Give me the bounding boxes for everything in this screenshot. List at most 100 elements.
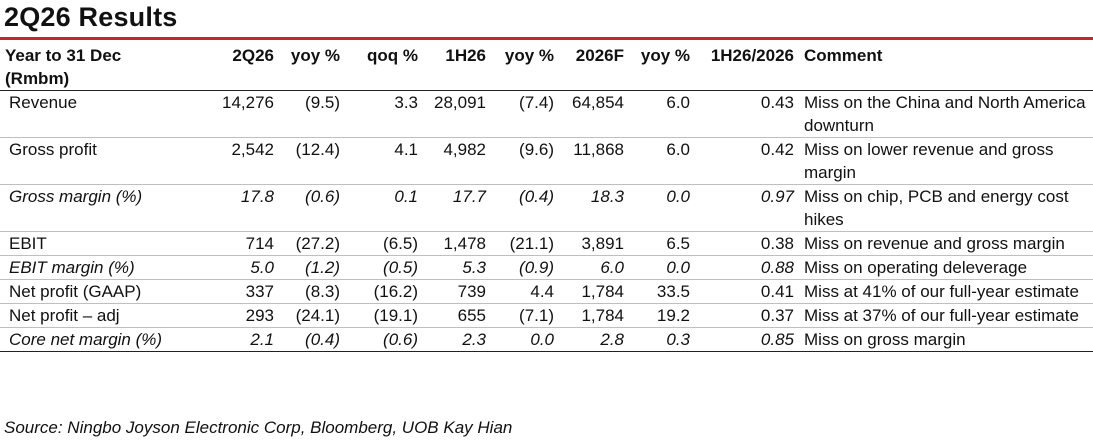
cell-yoy-1h: (9.6) [519, 140, 554, 159]
cell-2026f: 6.0 [600, 258, 624, 277]
cell-2q26: 714 [245, 234, 274, 253]
header-period: Year to 31 Dec (Rmbm) [0, 44, 222, 91]
header-col-2026f: 2026F [554, 44, 624, 91]
cell-comment: Miss on operating deleverage [804, 258, 1028, 277]
cell-ratio: 0.38 [760, 234, 794, 253]
cell-2026f: 64,854 [572, 93, 624, 112]
header-period-line1: Year to 31 Dec [5, 46, 122, 65]
header-col-2q26: 2Q26 [222, 44, 274, 91]
header-col-comment: Comment [794, 44, 1093, 91]
header-col-ratio: 1H26/2026 [690, 44, 794, 91]
cell-ratio: 0.41 [760, 282, 794, 301]
header-col-yoy-2026: yoy % [624, 44, 690, 91]
cell-yoy-2026: 33.5 [656, 282, 690, 301]
cell-comment: Miss on chip, PCB and energy cost hikes [804, 187, 1069, 229]
cell-2q26: 5.0 [250, 258, 274, 277]
cell-yoy-2026: 6.5 [666, 234, 690, 253]
source-note: Source: Ningbo Joyson Electronic Corp, B… [4, 418, 513, 437]
header-col-yoy-2q: yoy % [274, 44, 340, 91]
cell-2q26: 14,276 [222, 93, 274, 112]
table-row: Revenue 14,276 (9.5) 3.3 28,091 (7.4) 64… [0, 91, 1093, 138]
cell-yoy-1h: (21.1) [509, 234, 554, 253]
cell-ratio: 0.85 [760, 330, 794, 349]
cell-2q26: 2.1 [250, 330, 274, 349]
cell-1h26: 5.3 [462, 258, 486, 277]
cell-yoy-2026: 19.2 [656, 306, 690, 325]
table-body: Revenue 14,276 (9.5) 3.3 28,091 (7.4) 64… [0, 91, 1093, 352]
cell-yoy-1h: (7.1) [519, 306, 554, 325]
row-label: Net profit – adj [9, 306, 120, 325]
cell-2q26: 293 [245, 306, 274, 325]
cell-qoq: 0.1 [394, 187, 418, 206]
cell-qoq: (6.5) [383, 234, 418, 253]
cell-yoy-2026: 6.0 [666, 93, 690, 112]
cell-yoy-1h: 0.0 [530, 330, 554, 349]
cell-ratio: 0.42 [760, 140, 794, 159]
cell-yoy-2q: (27.2) [295, 234, 340, 253]
cell-2026f: 11,868 [573, 140, 624, 159]
cell-2026f: 1,784 [581, 306, 624, 325]
cell-comment: Miss on revenue and gross margin [804, 234, 1065, 253]
cell-qoq: (19.1) [373, 306, 418, 325]
title-divider [0, 37, 1093, 40]
cell-qoq: (16.2) [373, 282, 418, 301]
cell-yoy-1h: 4.4 [530, 282, 554, 301]
row-label: Revenue [9, 93, 78, 112]
table-row: Core net margin (%) 2.1 (0.4) (0.6) 2.3 … [0, 328, 1093, 352]
table-row: Gross margin (%) 17.8 (0.6) 0.1 17.7 (0.… [0, 185, 1093, 232]
cell-1h26: 1,478 [443, 234, 486, 253]
cell-yoy-2026: 0.0 [666, 258, 690, 277]
header-row: Year to 31 Dec (Rmbm) 2Q26 yoy % qoq % 1… [0, 44, 1093, 91]
cell-qoq: 3.3 [394, 93, 418, 112]
cell-yoy-2q: (0.4) [305, 330, 340, 349]
cell-yoy-2q: (0.6) [305, 187, 340, 206]
cell-1h26: 28,091 [434, 93, 486, 112]
row-label: EBIT margin (%) [9, 258, 135, 277]
cell-ratio: 0.37 [760, 306, 794, 325]
cell-2026f: 1,784 [581, 282, 624, 301]
cell-yoy-2q: (24.1) [295, 306, 340, 325]
cell-ratio: 0.88 [760, 258, 794, 277]
cell-1h26: 17.7 [452, 187, 486, 206]
cell-yoy-2q: (12.4) [295, 140, 340, 159]
row-label: Core net margin (%) [9, 330, 163, 349]
cell-yoy-1h: (7.4) [519, 93, 554, 112]
cell-2026f: 18.3 [590, 187, 624, 206]
cell-yoy-2q: (1.2) [305, 258, 340, 277]
cell-comment: Miss on lower revenue and gross margin [804, 140, 1054, 182]
table-row: EBIT margin (%) 5.0 (1.2) (0.5) 5.3 (0.9… [0, 256, 1093, 280]
cell-qoq: (0.5) [383, 258, 418, 277]
cell-qoq: (0.6) [383, 330, 418, 349]
table-row: Net profit (GAAP) 337 (8.3) (16.2) 739 4… [0, 280, 1093, 304]
cell-yoy-1h: (0.9) [519, 258, 554, 277]
row-label: Gross margin (%) [9, 187, 143, 206]
page-title: 2Q26 Results [4, 2, 178, 32]
results-table: Year to 31 Dec (Rmbm) 2Q26 yoy % qoq % 1… [0, 44, 1093, 352]
cell-1h26: 2.3 [462, 330, 486, 349]
table-row: Net profit – adj 293 (24.1) (19.1) 655 (… [0, 304, 1093, 328]
table-row: EBIT 714 (27.2) (6.5) 1,478 (21.1) 3,891… [0, 232, 1093, 256]
cell-yoy-2q: (8.3) [305, 282, 340, 301]
cell-ratio: 0.97 [760, 187, 794, 206]
table-row: Gross profit 2,542 (12.4) 4.1 4,982 (9.6… [0, 138, 1093, 185]
header-col-qoq: qoq % [340, 44, 418, 91]
cell-comment: Miss at 41% of our full-year estimate [804, 282, 1079, 301]
cell-ratio: 0.43 [760, 93, 794, 112]
header-period-line2: (Rmbm) [5, 69, 70, 88]
cell-2q26: 2,542 [231, 140, 274, 159]
cell-comment: Miss at 37% of our full-year estimate [804, 306, 1079, 325]
cell-1h26: 655 [457, 306, 486, 325]
cell-2q26: 17.8 [240, 187, 274, 206]
row-label: Gross profit [9, 140, 97, 159]
cell-yoy-2026: 0.0 [666, 187, 690, 206]
cell-2026f: 3,891 [581, 234, 624, 253]
cell-yoy-2026: 6.0 [666, 140, 690, 159]
row-label: Net profit (GAAP) [9, 282, 142, 301]
cell-1h26: 739 [457, 282, 486, 301]
cell-yoy-1h: (0.4) [519, 187, 554, 206]
header-col-1h26: 1H26 [418, 44, 486, 91]
cell-1h26: 4,982 [443, 140, 486, 159]
cell-yoy-2026: 0.3 [666, 330, 690, 349]
cell-comment: Miss on the China and North America down… [804, 93, 1086, 135]
row-label: EBIT [9, 234, 47, 253]
